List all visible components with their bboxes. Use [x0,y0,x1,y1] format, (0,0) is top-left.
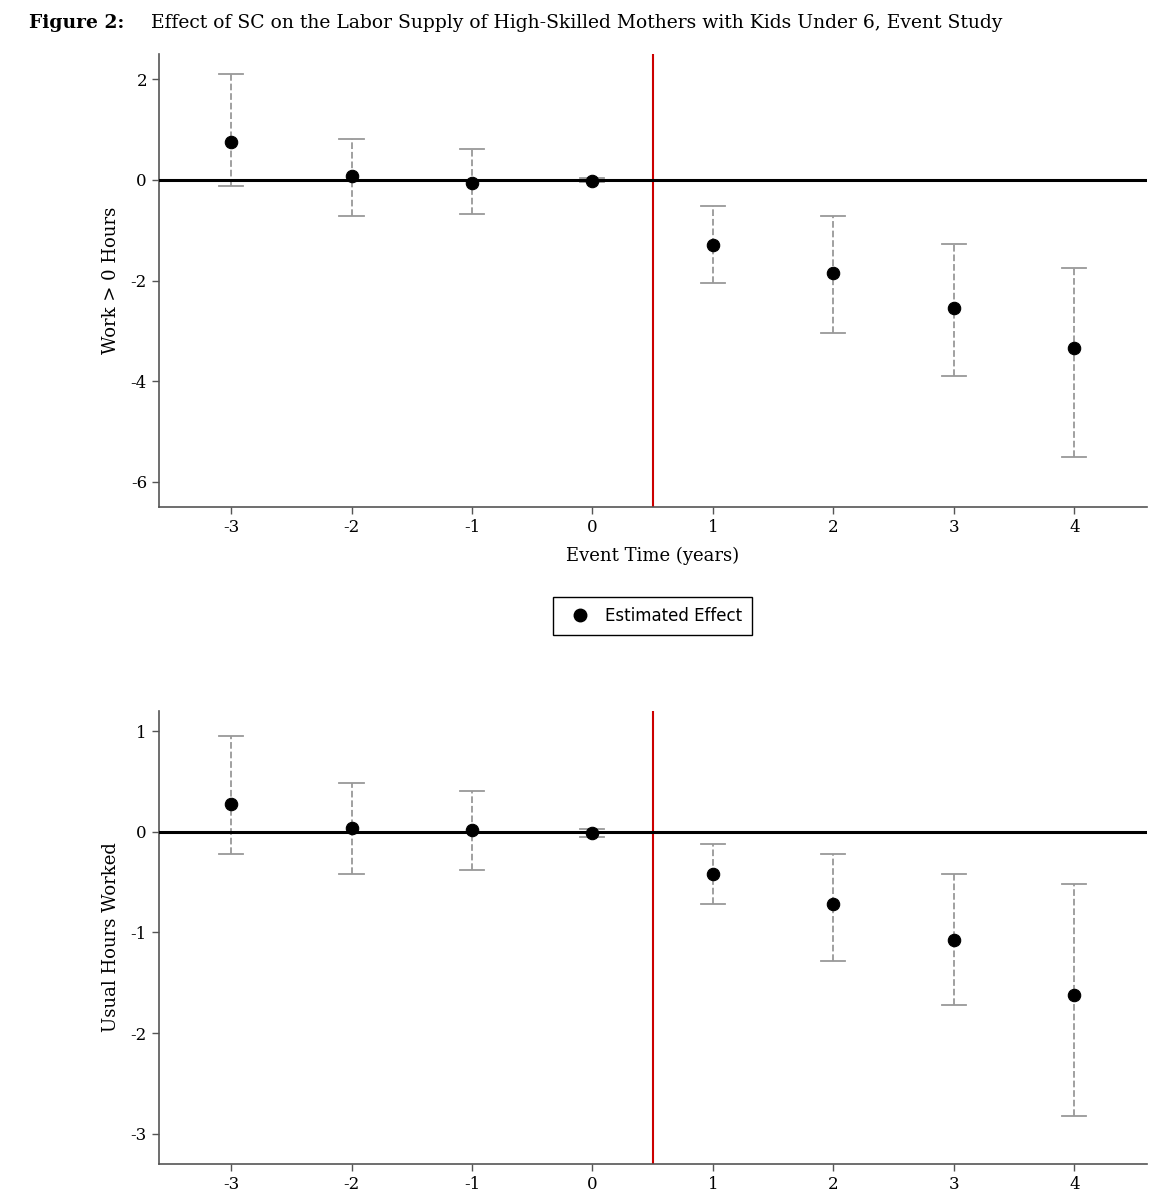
Text: Figure 2:: Figure 2: [29,14,125,32]
Point [342,818,361,838]
Point [462,820,481,839]
Legend: Estimated Effect: Estimated Effect [553,596,753,635]
Point [824,263,843,282]
Point [583,823,602,842]
Point [462,174,481,193]
Point [1065,985,1084,1004]
Point [824,895,843,914]
Point [703,235,722,254]
Point [342,167,361,186]
Point [221,794,240,814]
Point [703,864,722,883]
X-axis label: Event Time (years): Event Time (years) [566,547,740,565]
Point [1065,338,1084,358]
Point [221,132,240,151]
Point [944,299,963,318]
Y-axis label: Usual Hours Worked: Usual Hours Worked [101,842,120,1032]
Point [944,931,963,950]
Point [583,172,602,191]
Y-axis label: Work > 0 Hours: Work > 0 Hours [101,206,120,354]
Text: Effect of SC on the Labor Supply of High-Skilled Mothers with Kids Under 6, Even: Effect of SC on the Labor Supply of High… [139,14,1002,32]
